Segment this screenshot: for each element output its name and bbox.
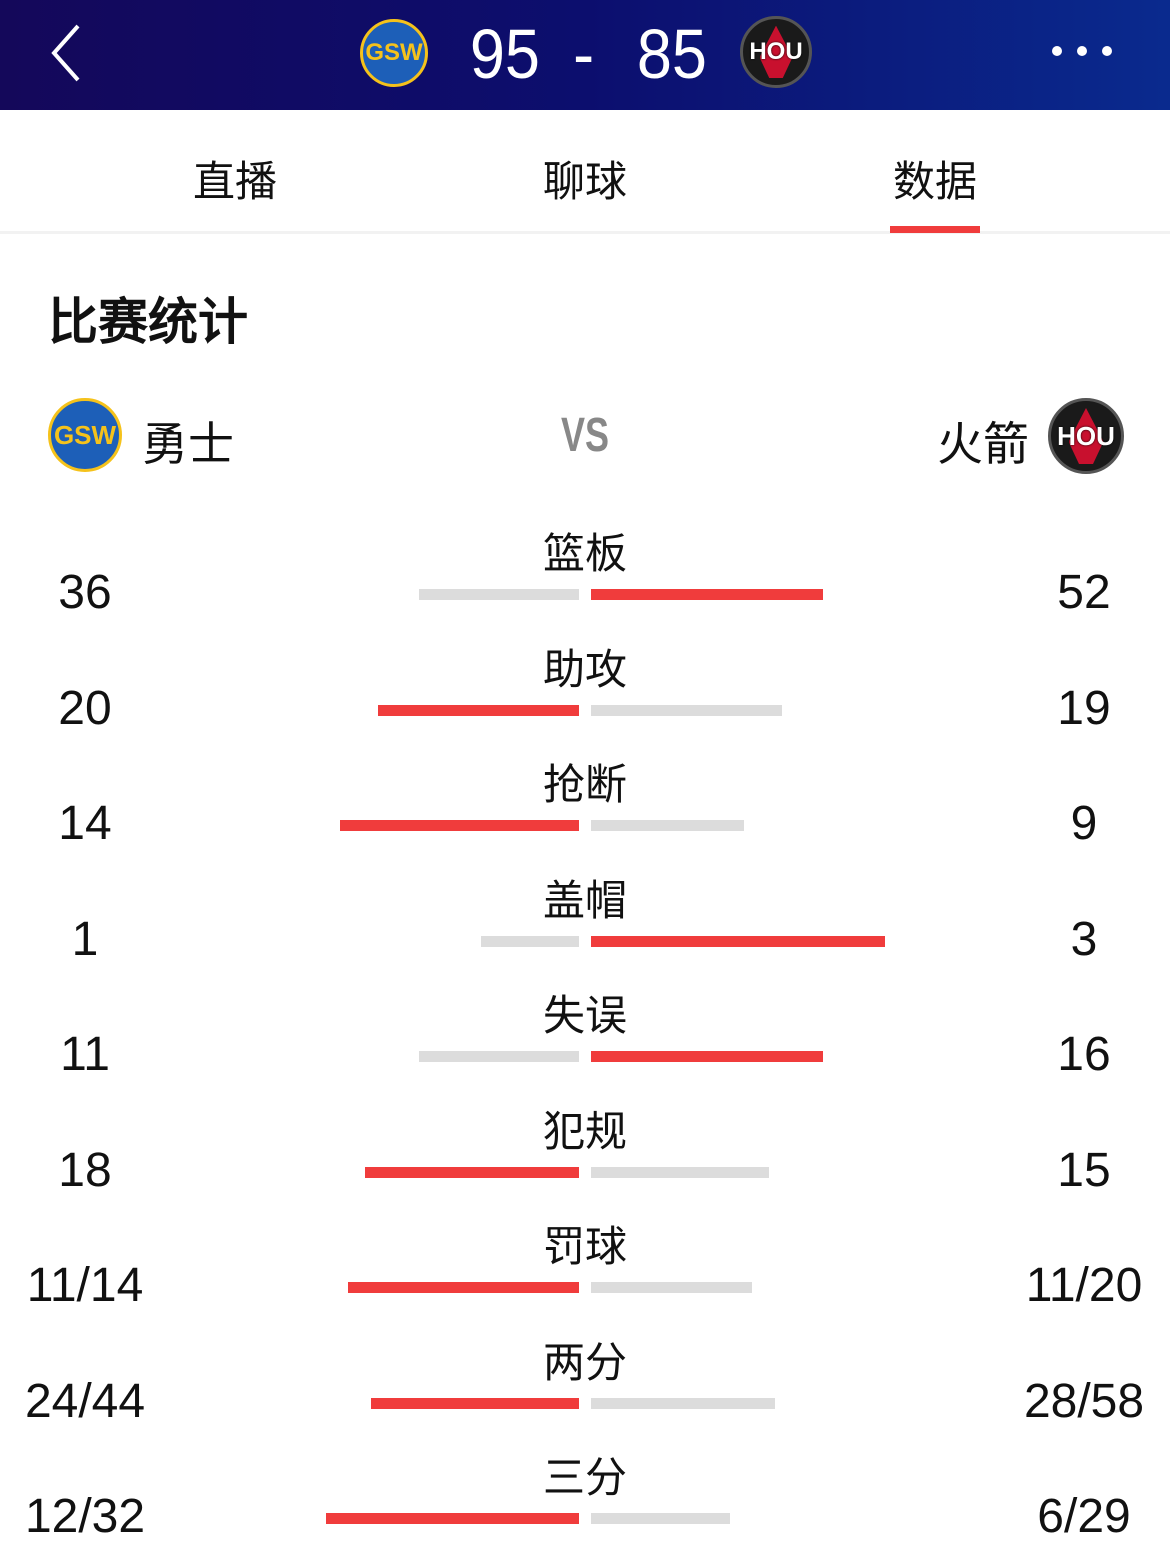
- home-stat-bar: [371, 1397, 579, 1409]
- away-stat-value: 28/58: [1023, 1374, 1145, 1428]
- home-team-name: 勇士: [142, 417, 234, 471]
- away-stat-value: 6/29: [1037, 1490, 1131, 1543]
- away-stat-bar: [591, 589, 823, 600]
- away-stat-value: 15: [1057, 1143, 1111, 1197]
- gsw-logo: GSW: [360, 19, 428, 87]
- vs-label: VS: [560, 409, 610, 462]
- home-stat-bar: [377, 704, 579, 716]
- home-stat-value: 20: [58, 681, 112, 735]
- score-header: GSW 95 - 85 HOU: [0, 0, 1170, 110]
- more-icon[interactable]: [1052, 46, 1112, 56]
- score-separator: -: [573, 15, 595, 93]
- away-team-name: 火箭: [937, 417, 1029, 471]
- home-stat-bar: [481, 935, 579, 947]
- stat-label: 犯规: [542, 1106, 627, 1156]
- away-stat-value: 11/20: [1025, 1259, 1143, 1312]
- away-score: 85: [636, 15, 707, 93]
- away-stat-bar: [591, 1282, 753, 1293]
- stat-label: 盖帽: [542, 875, 627, 925]
- section-title: 比赛统计: [48, 293, 248, 351]
- away-stat-bar: [591, 1513, 731, 1524]
- home-stat-value: 24/44: [24, 1374, 146, 1428]
- away-stat-bar: [591, 1051, 824, 1062]
- hou-logo: HOU: [740, 16, 812, 88]
- away-stat-value: 3: [1070, 912, 1098, 966]
- tab-chat[interactable]: 聊球: [542, 157, 627, 206]
- hou-logo: HOU: [1048, 398, 1124, 474]
- home-stat-value: 14: [58, 797, 112, 850]
- away-stat-bar: [591, 935, 885, 947]
- away-stat-bar: [591, 704, 782, 716]
- home-stat-value: 11/14: [26, 1259, 144, 1312]
- away-stat-value: 19: [1057, 681, 1111, 735]
- tab-bar: 直播 聊球 数据: [0, 110, 1170, 234]
- gsw-logo: GSW: [48, 398, 122, 472]
- away-stat-bar: [591, 1166, 770, 1178]
- home-stat-bar: [419, 1051, 579, 1062]
- home-stat-bar: [326, 1513, 579, 1524]
- tab-live[interactable]: 直播: [192, 157, 277, 206]
- back-icon[interactable]: [48, 22, 88, 84]
- stat-label: 罚球: [542, 1222, 627, 1271]
- home-stat-value: 36: [58, 566, 112, 619]
- home-score: 95: [469, 15, 540, 93]
- home-stat-bar: [348, 1282, 579, 1293]
- stat-label: 抢断: [542, 760, 627, 809]
- home-stat-value: 18: [58, 1143, 112, 1197]
- stat-label: 篮板: [542, 529, 627, 578]
- away-stat-bar: [591, 820, 745, 831]
- home-stat-value: 11: [60, 1028, 110, 1081]
- away-stat-value: 52: [1057, 566, 1111, 619]
- home-stat-value: 1: [71, 912, 99, 966]
- away-stat-value: 9: [1070, 797, 1098, 850]
- home-stat-bar: [418, 589, 579, 600]
- stat-label: 三分: [542, 1453, 627, 1502]
- stat-label: 两分: [542, 1337, 627, 1387]
- tab-stats[interactable]: 数据: [892, 157, 977, 206]
- home-stat-bar: [365, 1166, 579, 1178]
- stat-label: 助攻: [542, 644, 627, 694]
- active-tab-indicator: [890, 226, 980, 233]
- stat-label: 失误: [542, 991, 627, 1040]
- away-stat-value: 16: [1057, 1028, 1111, 1081]
- away-stat-bar: [591, 1397, 776, 1409]
- home-stat-bar: [340, 820, 579, 831]
- home-stat-value: 12/32: [24, 1490, 146, 1543]
